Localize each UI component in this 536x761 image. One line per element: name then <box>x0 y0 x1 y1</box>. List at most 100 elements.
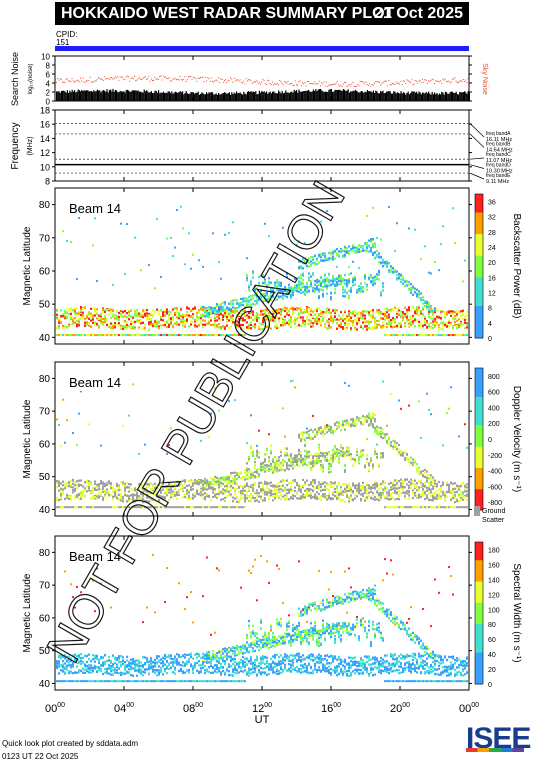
velocity-cell <box>260 495 262 499</box>
power-cell <box>434 317 436 321</box>
velocity-cell <box>216 506 218 509</box>
power-cell <box>330 296 332 299</box>
velocity-cell <box>298 436 300 439</box>
power-cell <box>246 325 248 329</box>
velocity-cell <box>196 492 198 495</box>
velocity-cell <box>122 500 124 503</box>
velocity-cell <box>244 494 246 497</box>
power-colorbar-step <box>475 284 483 289</box>
power-cell <box>162 319 164 322</box>
power-cell <box>320 319 322 322</box>
power-cell <box>342 294 344 298</box>
sky-noise-point <box>60 78 62 80</box>
search-noise-bar <box>339 89 341 101</box>
velocity-cell <box>114 506 116 509</box>
power-cell <box>134 310 136 313</box>
search-noise-bar <box>341 90 343 101</box>
velocity-cell <box>226 476 228 480</box>
velocity-cell <box>308 483 310 487</box>
velocity-cell <box>130 497 132 501</box>
power-cell <box>252 272 254 275</box>
sky-noise-point <box>140 78 141 80</box>
power-cell <box>310 319 312 323</box>
velocity-cell <box>242 496 244 500</box>
power-cell <box>132 320 134 323</box>
velocity-cell <box>302 461 304 464</box>
power-cell <box>344 250 346 253</box>
search-noise-bar <box>137 90 139 101</box>
sky-noise-point <box>344 81 345 83</box>
search-noise-bar <box>290 91 292 101</box>
power-cell <box>218 313 220 316</box>
velocity-cell <box>284 469 286 472</box>
power-cell <box>308 285 310 288</box>
velocity-cell <box>310 469 312 472</box>
power-cell <box>84 321 86 324</box>
search-noise-bar <box>260 92 262 101</box>
velocity-cell <box>156 500 158 503</box>
power-colorbar-step <box>475 233 483 238</box>
velocity-cell <box>210 486 212 489</box>
power-cell <box>392 334 394 337</box>
velocity-cell <box>276 470 278 473</box>
sky-noise-point <box>412 84 414 86</box>
velocity-cell <box>264 470 266 473</box>
power-cell <box>318 280 320 283</box>
search-noise-bar <box>308 89 310 101</box>
velocity-cell <box>314 428 316 431</box>
sky-noise-point <box>280 81 282 83</box>
velocity-cell <box>246 467 248 470</box>
velocity-cell <box>102 487 104 490</box>
velocity-cell <box>264 489 266 492</box>
power-cell <box>92 316 94 319</box>
velocity-cell <box>226 486 228 490</box>
power-cell <box>240 301 242 304</box>
sky-noise-point <box>234 80 236 82</box>
power-cell <box>120 334 122 337</box>
search-noise-bar <box>66 90 68 101</box>
power-cell <box>276 289 278 292</box>
power-cell <box>338 318 340 321</box>
velocity-cell <box>222 506 224 509</box>
power-cell <box>122 311 124 315</box>
power-cell <box>120 310 122 313</box>
search-noise-bar <box>375 90 377 101</box>
velocity-cell <box>282 480 284 483</box>
sky-noise-point <box>459 80 461 82</box>
velocity-cell <box>240 489 242 493</box>
power-cell <box>398 322 400 325</box>
velocity-cell <box>288 468 290 471</box>
search-noise-bar <box>165 92 167 101</box>
power-cell <box>278 326 280 329</box>
freq-ytick-label: 12 <box>40 148 50 158</box>
power-cell <box>80 306 82 309</box>
power-cell <box>382 282 384 285</box>
sky-noise-point <box>101 78 103 80</box>
freq-band-value: 9.11 MHz <box>486 179 509 185</box>
power-cell <box>332 275 334 278</box>
search-noise-bar <box>312 89 314 101</box>
search-noise-bar <box>340 90 342 101</box>
power-cell <box>218 261 220 264</box>
velocity-cell <box>300 432 302 435</box>
sky-noise-point <box>443 79 445 81</box>
power-cell <box>416 288 418 291</box>
power-cell <box>316 322 318 325</box>
power-cell <box>362 287 364 290</box>
power-cell <box>294 284 296 287</box>
power-cell <box>248 300 250 303</box>
sky-noise-point <box>291 83 293 85</box>
power-cell <box>298 312 300 315</box>
power-cell <box>300 324 302 328</box>
velocity-cell <box>246 474 248 477</box>
sky-noise-point <box>340 84 342 86</box>
velocity-cell <box>274 463 276 466</box>
velocity-cell <box>90 490 92 493</box>
power-cell <box>310 275 312 278</box>
velocity-cell <box>322 470 324 473</box>
power-cell <box>350 289 352 292</box>
power-cell <box>368 311 370 314</box>
velocity-cell <box>76 443 78 446</box>
power-cell <box>286 287 288 290</box>
velocity-cell <box>230 494 232 497</box>
